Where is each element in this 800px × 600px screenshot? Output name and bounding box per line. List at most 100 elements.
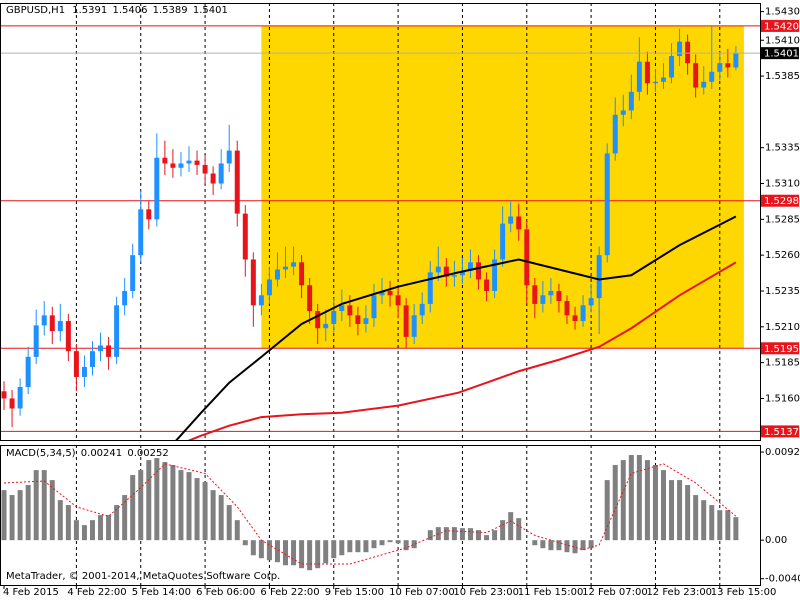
candle-body xyxy=(403,305,409,337)
candle-body xyxy=(41,315,47,326)
macd-bar xyxy=(57,500,63,541)
candle-body xyxy=(556,290,562,302)
candle-body xyxy=(572,315,578,322)
current-price-label: 1.5401 xyxy=(764,49,799,60)
moving-average xyxy=(175,215,737,440)
macd-bar xyxy=(709,505,715,541)
axes: 4 Feb 2015 4 Feb 22:00 5 Feb 14:00 6 Feb 06… xyxy=(3,7,800,598)
candle-body xyxy=(9,398,15,409)
macd-bar xyxy=(660,470,666,541)
candle-body xyxy=(467,262,473,271)
candle-body xyxy=(274,269,280,280)
level-label: 1.5195 xyxy=(764,344,799,355)
macd-bar xyxy=(339,540,345,556)
macd-bar xyxy=(114,505,120,541)
macd-bar xyxy=(331,540,337,559)
candle-body xyxy=(628,91,634,111)
candle-body xyxy=(57,321,63,332)
macd-bar xyxy=(41,470,47,541)
macd-bar xyxy=(628,455,634,541)
macd-bar xyxy=(484,535,490,541)
candle-body xyxy=(500,223,506,260)
macd-bar xyxy=(540,540,546,549)
candle-body xyxy=(644,61,650,84)
candle-body xyxy=(419,303,425,316)
macd-bar xyxy=(556,540,562,551)
macd-bar xyxy=(644,460,650,541)
macd-panel xyxy=(1,445,739,585)
candle-body xyxy=(451,275,457,277)
level-label: 1.5298 xyxy=(764,196,799,207)
macd-bar xyxy=(130,475,136,541)
macd-bar xyxy=(170,465,176,541)
macd-bar xyxy=(242,540,248,546)
macd-bar xyxy=(218,495,224,541)
candle-body xyxy=(291,262,297,267)
candle-body xyxy=(540,295,546,304)
macd-bar xyxy=(33,470,39,541)
candle-body xyxy=(347,305,353,316)
macd-header: MACD(5,34,5) 0.00241 0.00252 xyxy=(6,448,169,459)
y2-tick-label: 0.00924 xyxy=(765,447,800,458)
candle-body xyxy=(242,213,248,260)
macd-header-value: 0.00241 xyxy=(81,448,122,459)
macd-bar xyxy=(202,482,208,541)
x-tick-label: 5 Feb 14:00 xyxy=(132,587,191,598)
macd-bar xyxy=(162,462,168,541)
y-tick-label: 1.5310 xyxy=(765,179,800,190)
macd-bar xyxy=(1,490,7,541)
macd-bar xyxy=(154,458,160,541)
candle-body xyxy=(435,266,441,273)
macd-bar xyxy=(693,495,699,541)
candle-body xyxy=(65,321,71,352)
candle-body xyxy=(178,163,184,168)
candle-body xyxy=(98,345,104,352)
candle-body xyxy=(484,279,490,291)
macd-bar xyxy=(476,530,482,541)
level-tag xyxy=(761,19,799,32)
x-tick-label: 9 Feb 15:00 xyxy=(325,587,384,598)
macd-bar xyxy=(492,530,498,541)
macd-bar xyxy=(122,495,128,541)
macd-bar xyxy=(98,515,104,541)
x-tick-label: 10 Feb 23:00 xyxy=(453,587,519,598)
candle-body xyxy=(427,272,433,304)
macd-bar xyxy=(387,540,393,543)
macd-bar xyxy=(194,478,200,541)
y-tick-label: 1.5235 xyxy=(765,286,800,297)
footer: MetaTrader, © 2001-2014, MetaQuotes Soft… xyxy=(6,571,280,582)
macd-bar xyxy=(146,460,152,541)
candle-body xyxy=(532,285,538,304)
candle-body xyxy=(701,81,707,88)
macd-bar xyxy=(234,520,240,541)
candle-body xyxy=(612,114,618,154)
y-tick-label: 1.5410 xyxy=(765,35,800,46)
macd-bar xyxy=(315,540,321,569)
candle-body xyxy=(476,262,482,280)
candle-body xyxy=(283,266,288,270)
candle-body xyxy=(162,157,168,164)
macd-bar xyxy=(250,540,256,556)
x-tick-label: 4 Feb 22:00 xyxy=(67,587,126,598)
macd-bar xyxy=(548,540,554,551)
macd-bar xyxy=(620,460,626,541)
candle-body xyxy=(25,356,31,387)
macd-bar xyxy=(371,540,377,549)
candle-body xyxy=(299,262,305,286)
candle-body xyxy=(81,366,87,377)
candle-body xyxy=(387,290,393,296)
candle-body xyxy=(709,71,715,82)
candle-body xyxy=(693,63,699,88)
candle-body xyxy=(588,298,594,306)
x-tick-label: 13 Feb 15:00 xyxy=(711,587,777,598)
candle-body xyxy=(669,56,675,78)
candle-body xyxy=(146,209,152,220)
macd-bar xyxy=(677,480,683,541)
macd-bar xyxy=(17,490,23,541)
candle-body xyxy=(106,345,112,357)
header-value: 1.5391 xyxy=(72,5,107,16)
candle-body xyxy=(548,290,554,296)
candle-body xyxy=(725,63,731,68)
